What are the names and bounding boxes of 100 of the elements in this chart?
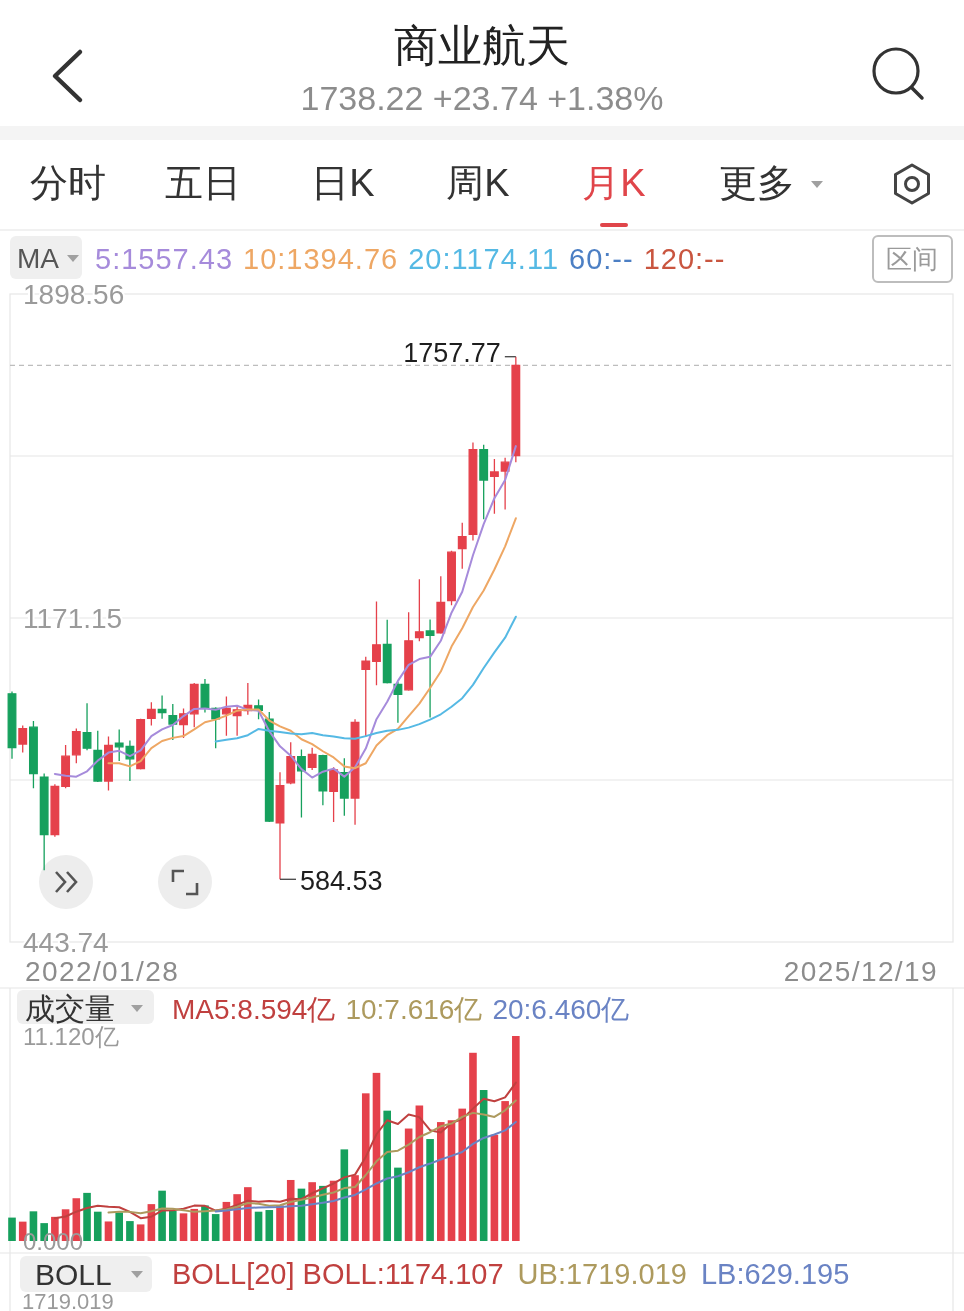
- line-series: [107, 1099, 517, 1215]
- candlestick: [221, 695, 231, 737]
- bar: [469, 1052, 477, 1241]
- bar: [104, 1221, 113, 1241]
- text: 周K: [446, 162, 510, 204]
- candlestick: [168, 703, 178, 741]
- bar: [437, 1122, 445, 1241]
- text: 20:1174.11: [408, 243, 560, 275]
- bar: [179, 1213, 188, 1241]
- line-series: [53, 1081, 517, 1220]
- text: MA: [17, 242, 60, 274]
- candlestick: [489, 458, 499, 515]
- bar: [244, 1187, 252, 1241]
- candlestick: [393, 681, 403, 724]
- bar: [361, 1093, 370, 1241]
- chart-title: 商业航天: [394, 20, 570, 70]
- text: 20:6.460亿: [492, 993, 630, 1025]
- text: 10:7.616亿: [345, 993, 483, 1025]
- bar: [426, 1139, 434, 1241]
- candlestick: [264, 711, 274, 823]
- bar: [383, 1110, 391, 1241]
- line-series: [214, 615, 517, 743]
- line-series: [214, 1120, 517, 1213]
- text: BOLL: [35, 1257, 112, 1291]
- candlestick: [447, 550, 456, 606]
- bar: [93, 1211, 102, 1241]
- text: LB:629.195: [700, 1258, 850, 1290]
- bar: [319, 1185, 327, 1241]
- bar: [115, 1212, 123, 1241]
- candlestick: [318, 754, 328, 806]
- bar: [8, 1217, 16, 1241]
- candlestick: [286, 741, 296, 785]
- bar: [126, 1221, 134, 1241]
- candlestick: [275, 771, 285, 880]
- bar: [158, 1190, 166, 1241]
- candlestick: [457, 522, 467, 570]
- bar: [501, 1101, 509, 1241]
- candlestick: [50, 783, 60, 838]
- chart-subtitle: 1738.22 +23.74 +1.38%: [300, 79, 664, 117]
- bar: [83, 1192, 91, 1241]
- bar: [136, 1224, 145, 1241]
- candlestick: [372, 600, 381, 686]
- text: 1719.019: [22, 1288, 114, 1311]
- text: 日K: [311, 162, 375, 204]
- candlestick: [157, 694, 167, 720]
- text: 2025/12/19: [783, 955, 938, 987]
- text: BOLL[20] BOLL:1174.107: [172, 1258, 504, 1290]
- bar: [394, 1167, 402, 1241]
- y-tick-label: 1171.15: [23, 602, 123, 634]
- text: 120:--: [643, 243, 726, 275]
- candlestick: [500, 457, 510, 511]
- text: 分时: [30, 162, 106, 204]
- candlestick: [436, 575, 446, 635]
- candlestick: [339, 757, 349, 817]
- text: 五日: [165, 162, 241, 204]
- candlestick: [61, 744, 71, 789]
- candlestick: [479, 444, 489, 520]
- candlestick: [82, 702, 92, 752]
- bar: [512, 1036, 520, 1241]
- annotation: 584.53: [300, 866, 383, 897]
- text: 月K: [582, 162, 646, 204]
- bar: [190, 1208, 199, 1241]
- bar: [490, 1134, 499, 1241]
- bar: [254, 1211, 263, 1241]
- text: UB:1719.019: [517, 1258, 687, 1290]
- text: 10:1394.76: [243, 243, 399, 275]
- bar: [458, 1108, 467, 1241]
- bar: [265, 1210, 274, 1241]
- candlestick: [18, 724, 28, 754]
- text: 更多: [719, 162, 795, 204]
- candlestick: [414, 578, 424, 642]
- annotation: 1757.77: [403, 337, 501, 368]
- candlestick: [200, 678, 210, 714]
- text: MA5:8.594亿: [172, 993, 336, 1025]
- candlestick: [39, 772, 49, 871]
- candlestick: [28, 720, 38, 789]
- bar: [351, 1175, 359, 1241]
- candlestick: [329, 766, 339, 823]
- candlestick: [104, 735, 113, 792]
- y-tick-label: 1898.56: [23, 278, 125, 310]
- bar: [276, 1205, 284, 1241]
- candlestick: [296, 748, 306, 819]
- bar: [169, 1210, 177, 1241]
- candlestick: [468, 441, 478, 542]
- candlestick: [361, 656, 371, 738]
- text: 2022/01/28: [25, 955, 180, 987]
- candlestick: [93, 730, 103, 783]
- candlestick: [425, 618, 435, 719]
- candlestick: [71, 727, 81, 764]
- text: 5:1557.43: [95, 243, 234, 275]
- text: 60:--: [569, 243, 634, 275]
- bar: [211, 1214, 220, 1241]
- candlestick: [511, 356, 521, 463]
- candlestick: [404, 611, 414, 692]
- y-tick-label: 443.74: [23, 926, 109, 958]
- chart-title: 成交量: [25, 991, 115, 1025]
- candlestick: [189, 682, 199, 728]
- candlestick: [307, 747, 317, 771]
- text: 区间: [886, 244, 938, 274]
- candlestick: [146, 701, 156, 727]
